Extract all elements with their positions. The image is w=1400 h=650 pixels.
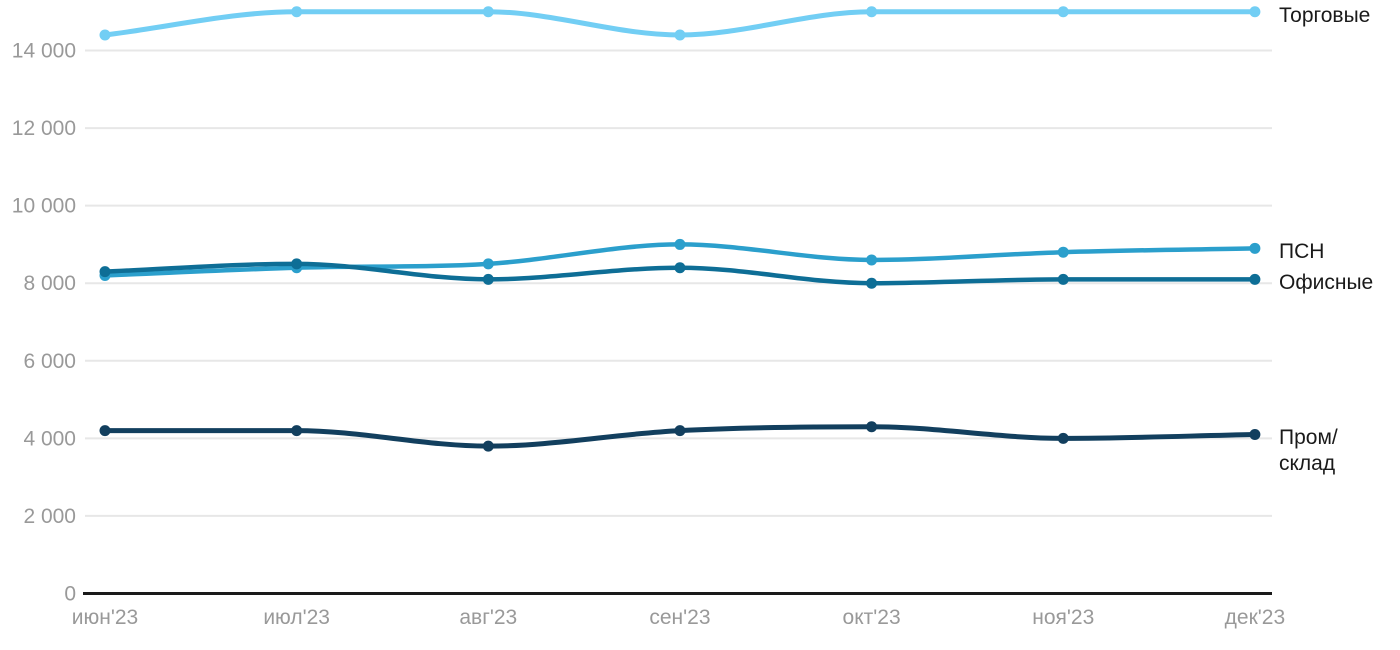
x-axis-tick-label: июн'23 [72,606,138,629]
y-axis-tick-label: 14 000 [12,40,76,63]
data-point[interactable] [1249,428,1261,440]
y-axis-tick-label: 6 000 [23,350,76,373]
series-label: Торговые [1279,3,1371,27]
x-axis-tick-label: авг'23 [459,606,517,629]
series-label: Офисные [1279,271,1374,295]
series-3 [99,421,1261,452]
series-2 [99,258,1261,289]
data-point[interactable] [482,6,494,18]
data-point[interactable] [482,258,494,270]
data-point[interactable] [99,266,111,278]
data-point[interactable] [482,440,494,452]
data-point[interactable] [1057,432,1069,444]
data-point[interactable] [1057,273,1069,285]
data-point[interactable] [291,425,303,437]
y-axis-tick-label: 12 000 [12,117,76,140]
data-point[interactable] [674,425,686,437]
series-1 [99,238,1261,281]
data-point[interactable] [866,421,878,433]
series-0 [99,6,1261,41]
data-point[interactable] [1249,242,1261,254]
x-axis-tick-label: июл'23 [263,606,330,629]
data-point[interactable] [1249,6,1261,18]
x-axis-tick-label: дек'23 [1225,606,1286,629]
data-point[interactable] [674,29,686,41]
data-point[interactable] [1249,273,1261,285]
x-axis-tick-label: ноя'23 [1032,606,1094,629]
series-label: Пром/ склад [1279,426,1338,476]
data-point[interactable] [1057,246,1069,258]
y-axis-tick-label: 2 000 [23,505,76,528]
series-label: ПСН [1279,240,1325,264]
data-point[interactable] [99,425,111,437]
data-point[interactable] [291,6,303,18]
data-point[interactable] [1057,6,1069,18]
data-point[interactable] [674,262,686,274]
data-point[interactable] [866,254,878,266]
y-axis-tick-label: 0 [64,583,76,606]
data-point[interactable] [674,238,686,250]
x-axis-tick-label: окт'23 [843,606,901,629]
data-point[interactable] [866,277,878,289]
data-point[interactable] [482,273,494,285]
y-axis-tick-label: 4 000 [23,427,76,450]
data-point[interactable] [99,29,111,41]
data-point[interactable] [291,258,303,270]
data-point[interactable] [866,6,878,18]
y-axis-tick-label: 8 000 [23,272,76,295]
x-axis-tick-label: сен'23 [649,606,710,629]
y-axis-tick-label: 10 000 [12,195,76,218]
